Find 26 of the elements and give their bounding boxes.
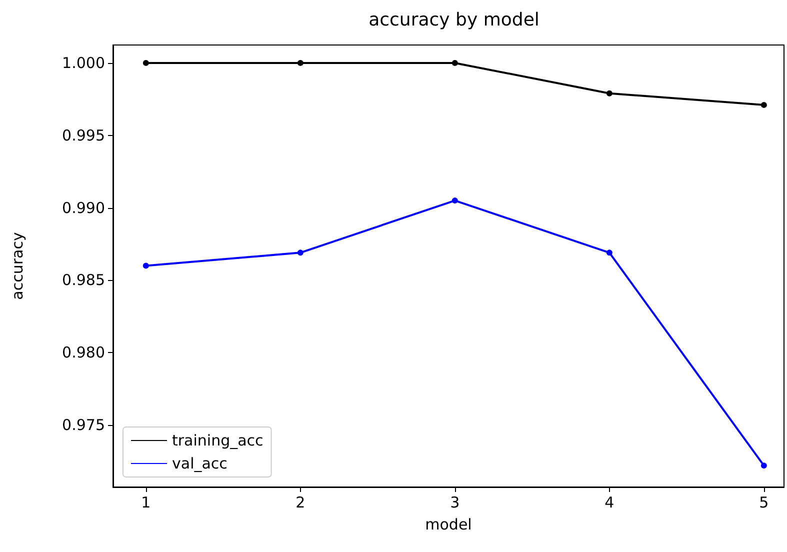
legend-label: training_acc <box>172 432 264 450</box>
point <box>142 60 149 66</box>
chart-title: accuracy by model <box>368 10 540 30</box>
x-tick-label: 4 <box>604 494 614 512</box>
y-tick-label: 0.995 <box>62 126 105 144</box>
x-tick-label: 2 <box>296 494 306 512</box>
legend-label: val_acc <box>172 454 228 472</box>
point <box>452 60 458 66</box>
y-tick-label: 0.975 <box>62 416 105 434</box>
x-axis-title: model <box>425 516 472 534</box>
point <box>606 90 612 96</box>
point <box>297 60 304 66</box>
x-tick-label: 1 <box>141 494 151 512</box>
point <box>452 198 458 204</box>
y-tick-label: 0.980 <box>62 344 105 362</box>
x-tick-label: 3 <box>450 494 460 512</box>
x-tick-label: 5 <box>759 494 769 512</box>
point <box>760 102 767 108</box>
point <box>760 462 767 469</box>
y-tick-label: 0.990 <box>62 198 105 217</box>
point <box>142 262 149 269</box>
y-tick-label: 1.000 <box>62 54 105 72</box>
point <box>606 250 612 256</box>
point <box>297 250 304 256</box>
y-axis-title: accuracy <box>8 232 26 300</box>
y-tick-label: 0.985 <box>62 271 105 290</box>
